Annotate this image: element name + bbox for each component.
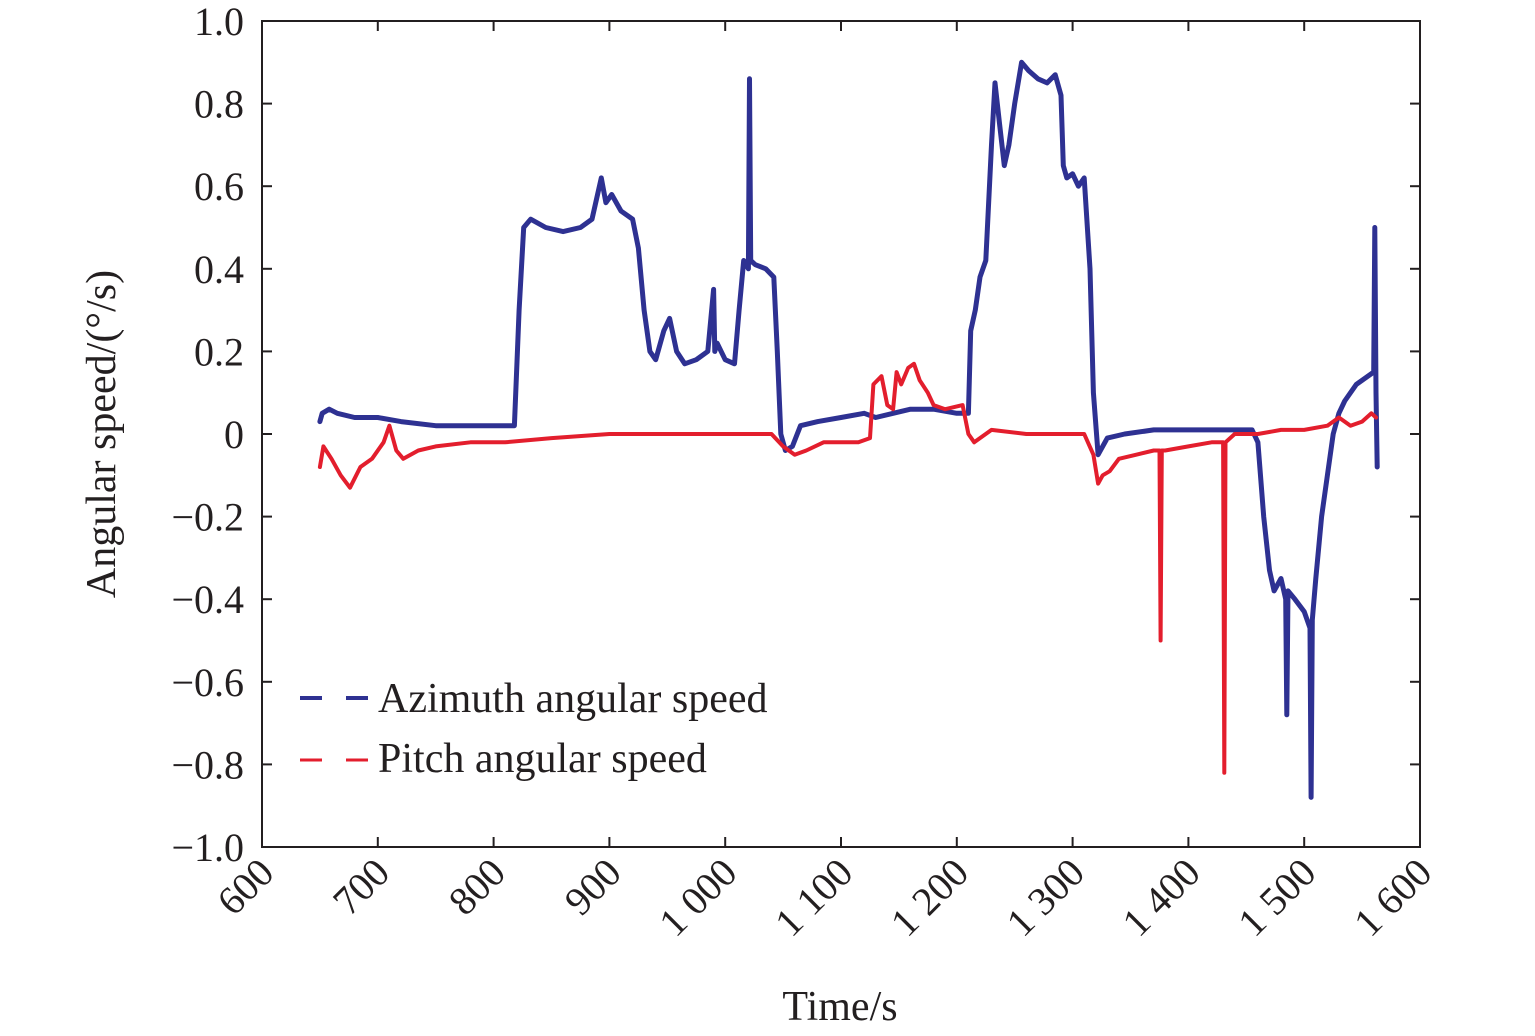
y-tick-label: 0.4: [194, 247, 244, 292]
y-tick-label: 0.6: [194, 164, 244, 209]
series-line-pitch: [317, 361, 1378, 775]
x-tick-label: 1 400: [1113, 850, 1208, 945]
y-tick-label: −0.6: [171, 660, 244, 705]
x-tick-label: 1 600: [1345, 850, 1440, 945]
y-tick-label: 1.0: [194, 0, 244, 44]
legend: Azimuth angular speed Pitch angular spee…: [300, 676, 768, 782]
x-axis-ticks: 600 700 800 900 1 000 1 100 1 200 1 300 1 400 1 5…: [208, 21, 1440, 945]
x-tick-label: 1 200: [882, 850, 977, 945]
y-axis-title: Angular speed/(°/s): [79, 270, 125, 598]
y-tick-label: 0.8: [194, 82, 244, 127]
x-axis-title: Time/s: [782, 984, 897, 1030]
y-tick-label: −0.2: [171, 495, 244, 540]
legend-label-azimuth: Azimuth angular speed: [378, 676, 768, 722]
series-layer: [317, 59, 1380, 800]
x-tick-label: 800: [440, 850, 514, 924]
x-tick-label: 700: [324, 850, 398, 924]
y-axis-ticks: 1.0 0.8 0.6 0.4 0.2 0 −0.2 −0.4 −0.6 −0.8 −1.0: [171, 0, 1420, 870]
y-tick-label: −1.0: [171, 825, 244, 870]
x-tick-label: 1 300: [998, 850, 1093, 945]
y-tick-label: −0.4: [171, 577, 244, 622]
x-tick-label: 1 100: [766, 850, 861, 945]
x-tick-label: 1 000: [650, 850, 745, 945]
x-tick-label: 1 500: [1229, 850, 1324, 945]
y-tick-label: −0.8: [171, 742, 244, 787]
y-tick-label: 0: [224, 412, 244, 457]
x-tick-label: 900: [556, 850, 630, 924]
series-line-azimuth: [317, 59, 1380, 800]
legend-label-pitch: Pitch angular speed: [378, 736, 707, 782]
y-tick-label: 0.2: [194, 329, 244, 374]
